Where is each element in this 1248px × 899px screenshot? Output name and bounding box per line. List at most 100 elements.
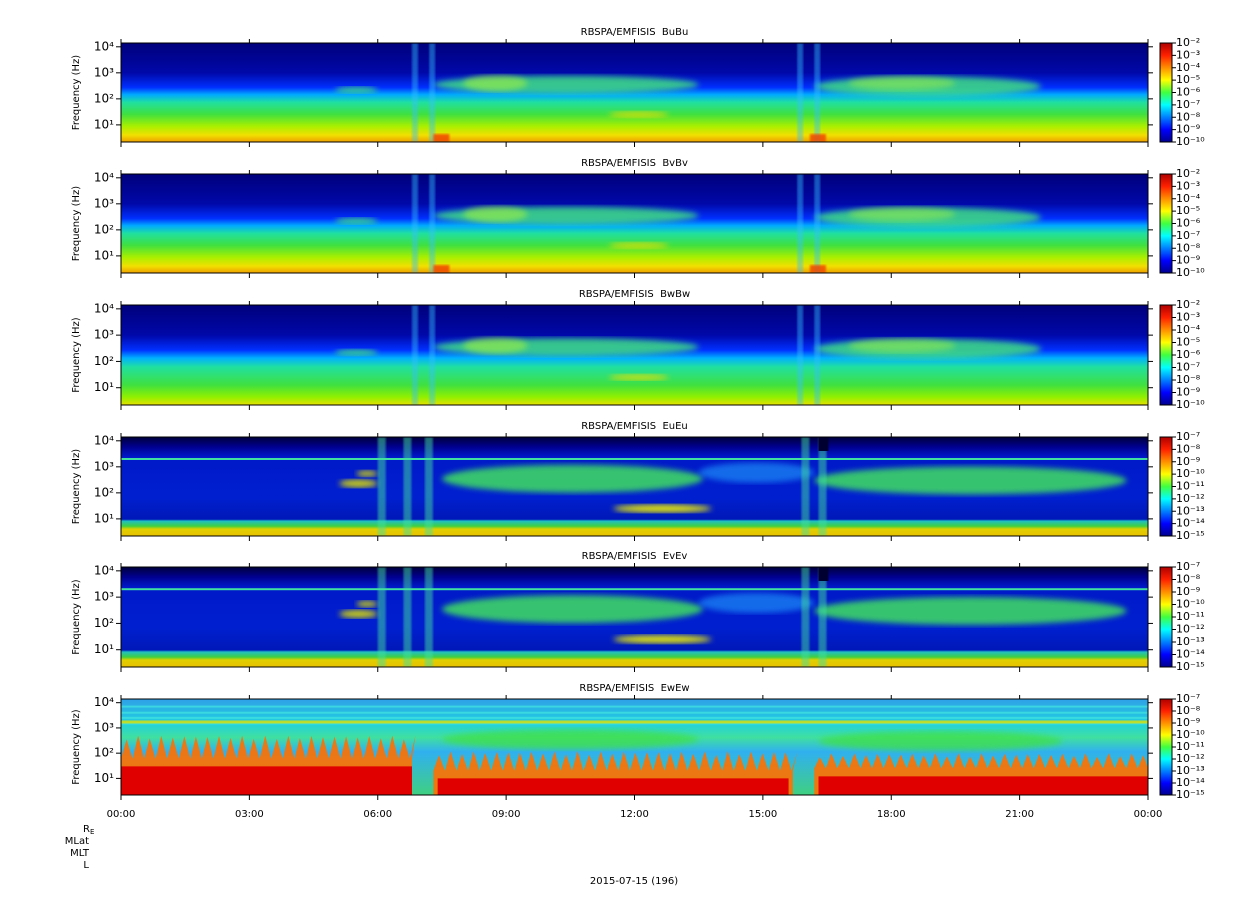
colorbar-tick-label: 10⁻¹⁰ [1176,598,1205,611]
spectral-feature [441,729,699,750]
colorbar-label: amplitude (V^2/m^2/Hz) [1226,677,1239,817]
x-tick-label: 15:00 [748,809,777,820]
y-axis-label: Frequency (Hz) [71,709,82,785]
colorbar-tick-label: 10⁻⁶ [1176,217,1201,230]
colorbar-tick-label: 10⁻¹² [1176,623,1205,636]
spectral-feature [801,567,810,667]
colorbar-tick-label: 10⁻⁷ [1176,98,1200,111]
spectral-feature [441,595,703,624]
colorbar-tick-label: 10⁻¹² [1176,752,1205,765]
colorbar-tick-label: 10⁻⁹ [1176,386,1200,399]
colorbar-tick-label: 10⁻¹¹ [1176,480,1205,493]
ephemeris-re-subscript: E [90,828,94,836]
y-tick-label: 10⁴ [94,433,114,447]
y-tick-label: 10³ [94,196,114,210]
y-tick-label: 10² [94,91,114,105]
colorbar-tick-label: 10⁻¹³ [1176,764,1205,777]
colorbar-label: amplitude (V^2/m^2/Hz) [1226,547,1239,687]
spectral-feature [411,43,418,142]
spectral-feature [424,437,433,536]
colorbar-tick-label: 10⁻¹⁰ [1176,467,1205,480]
ephemeris-label: MLT [70,848,90,859]
spectral-feature [848,207,956,222]
spectral-feature [698,462,815,483]
colorbar-tick-label: 10⁻⁴ [1176,192,1201,205]
spectral-line [121,588,1148,591]
spectral-feature [608,242,669,249]
y-tick-label: 10² [94,354,114,368]
colorbar-tick-label: 10⁻⁸ [1176,241,1201,254]
colorbar-label: amplitude (nT^2/Hz) [1226,297,1239,412]
spectral-feature [698,592,815,613]
spectrogram [121,174,1148,273]
ephemeris-re: R [83,824,90,835]
colorbar-tick-label: 10⁻⁵ [1176,336,1200,349]
spectral-feature [121,766,1148,795]
colorbar-tick-label: 10⁻¹⁰ [1176,398,1205,411]
spectral-feature [403,567,412,667]
colorbar [1159,173,1173,274]
spectral-feature [801,437,810,536]
y-axis-label: Frequency (Hz) [71,186,82,262]
spectral-feature [809,134,826,142]
spectral-feature [463,206,528,223]
colorbar-tick-label: 10⁻¹⁵ [1176,788,1205,801]
colorbar-tick-label: 10⁻³ [1176,179,1200,192]
colorbar [1159,42,1173,143]
spectral-feature [411,305,418,405]
spectral-feature [814,174,821,273]
spectrogram [121,567,1148,667]
x-tick-label: 12:00 [620,809,649,820]
y-tick-label: 10² [94,485,114,499]
spectral-feature [339,609,378,618]
y-tick-label: 10⁴ [94,563,114,577]
spectral-feature [814,596,1127,625]
spectral-feature [463,337,528,354]
spectral-feature [613,635,712,644]
colorbar-tick-label: 10⁻⁹ [1176,455,1200,468]
spectral-feature [356,600,378,607]
spectral-feature [429,174,436,273]
spectral-feature [429,43,436,142]
spectral-feature [377,437,386,536]
spectral-feature [818,437,827,536]
spectral-feature [797,305,804,405]
spectral-feature [797,174,804,273]
y-tick-label: 10⁴ [94,170,114,184]
panel-title: RBSPA/EMFISIS EvEv [582,551,688,562]
y-tick-label: 10³ [94,65,114,79]
x-tick-label: 21:00 [1005,809,1034,820]
colorbar-tick-label: 10⁻⁵ [1176,204,1200,217]
y-tick-label: 10¹ [94,642,114,656]
y-tick-label: 10² [94,222,114,236]
spectral-feature [339,479,378,488]
spectrogram [121,699,1148,795]
spectral-feature [356,470,378,477]
colorbar-tick-label: 10⁻⁹ [1176,254,1200,267]
colorbar-tick-label: 10⁻⁶ [1176,86,1201,99]
x-tick-label: 03:00 [235,809,264,820]
x-tick-label: 09:00 [492,809,521,820]
colorbar-tick-label: 10⁻³ [1176,311,1200,324]
colorbar-label: amplitude (nT^2/Hz) [1226,35,1239,150]
colorbar-tick-label: 10⁻² [1176,167,1200,180]
colorbar-tick-label: 10⁻¹⁴ [1176,776,1205,789]
x-tick-label: 06:00 [363,809,392,820]
spectral-feature [818,567,829,581]
spectral-feature [809,265,826,273]
spectral-feature [797,43,804,142]
y-tick-label: 10¹ [94,771,114,785]
colorbar-tick-label: 10⁻¹⁰ [1176,135,1205,148]
colorbar-tick-label: 10⁻⁹ [1176,585,1200,598]
colorbar [1159,304,1173,406]
y-axis-label: Frequency (Hz) [71,55,82,131]
spectral-feature [848,338,956,353]
spectral-feature [463,75,528,92]
colorbar-tick-label: 10⁻¹⁵ [1176,529,1205,542]
spectral-feature [403,437,412,536]
spectral-line [121,711,1148,714]
colorbar-tick-label: 10⁻¹⁴ [1176,517,1205,530]
spectral-feature [814,43,821,142]
colorbar-tick-label: 10⁻¹⁵ [1176,660,1205,673]
y-axis-label: Frequency (Hz) [71,579,82,655]
